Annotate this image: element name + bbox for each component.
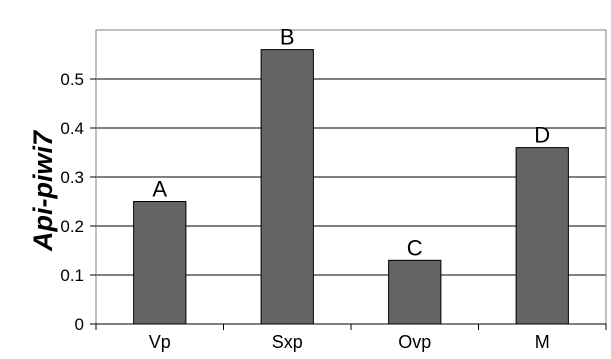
bar-significance-label: A bbox=[152, 177, 167, 202]
x-axis-ticks bbox=[95, 324, 607, 330]
bar-significance-label: B bbox=[280, 25, 295, 50]
bar-data-labels: A B C D bbox=[152, 25, 550, 261]
x-category-label: M bbox=[535, 332, 550, 352]
x-category-label: Ovp bbox=[398, 332, 431, 352]
bar-m bbox=[515, 147, 569, 325]
y-axis-title: Api-piwi7 bbox=[28, 129, 58, 252]
y-tick-label: 0.1 bbox=[60, 266, 84, 285]
bar-ovp bbox=[388, 259, 442, 325]
y-tick-label: 0.3 bbox=[60, 168, 84, 187]
bar-significance-label: C bbox=[407, 235, 423, 260]
y-axis-tick-labels: 0 0.1 0.2 0.3 0.4 0.5 bbox=[60, 70, 84, 334]
x-axis-category-labels: Vp Sxp Ovp M bbox=[149, 332, 550, 352]
y-tick-label: 0.2 bbox=[60, 217, 84, 236]
bar-significance-label: D bbox=[534, 123, 550, 148]
y-tick-label: 0.5 bbox=[60, 70, 84, 89]
bars bbox=[133, 49, 569, 325]
x-category-label: Sxp bbox=[272, 332, 303, 352]
bar-vp bbox=[133, 201, 187, 325]
y-axis-ticks bbox=[90, 78, 96, 325]
y-tick-label: 0 bbox=[75, 315, 84, 334]
x-category-label: Vp bbox=[149, 332, 171, 352]
bar-sxp bbox=[260, 49, 314, 325]
y-tick-label: 0.4 bbox=[60, 119, 84, 138]
